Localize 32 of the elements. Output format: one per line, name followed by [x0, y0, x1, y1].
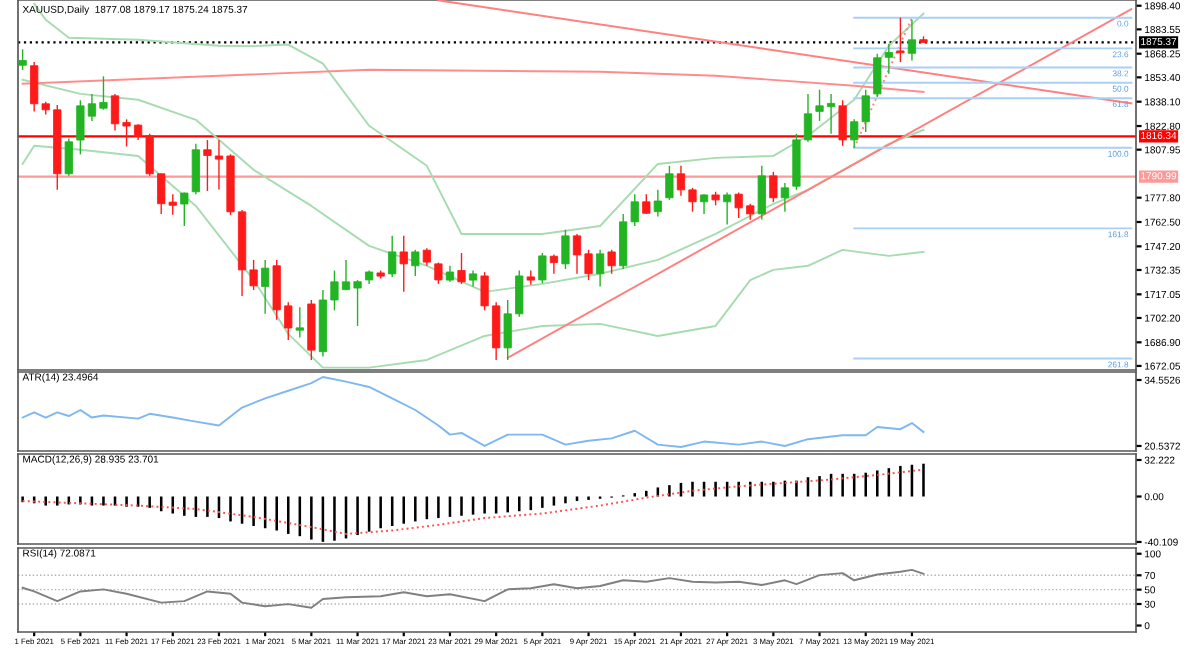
candlestick — [780, 182, 790, 213]
candlestick — [388, 235, 397, 278]
candlestick — [307, 299, 316, 361]
line-series — [21, 468, 925, 535]
candlestick — [399, 235, 408, 293]
candlestick — [769, 171, 778, 203]
candlestick — [653, 189, 662, 218]
candlestick — [191, 143, 200, 195]
candlestick — [549, 253, 559, 275]
candlestick — [595, 249, 605, 288]
candlestick — [561, 229, 570, 270]
candlestick — [64, 137, 73, 177]
candlestick — [607, 249, 616, 275]
line-series — [21, 68, 925, 93]
candlestick — [642, 193, 651, 215]
candlestick — [699, 193, 709, 215]
candlestick — [411, 249, 420, 277]
candlestick — [457, 252, 466, 285]
candlestick — [538, 252, 547, 284]
candlestick — [180, 191, 189, 227]
candlestick — [261, 259, 270, 315]
candlestick — [665, 165, 674, 201]
line-series — [21, 376, 925, 448]
line-series — [21, 568, 925, 609]
candlestick — [295, 306, 304, 339]
candlestick — [723, 191, 732, 226]
candlestick — [907, 19, 917, 62]
candlestick — [838, 99, 847, 147]
candlestick — [757, 165, 766, 221]
candlestick — [18, 48, 27, 71]
line-series — [21, 144, 925, 369]
candlestick — [896, 16, 905, 63]
